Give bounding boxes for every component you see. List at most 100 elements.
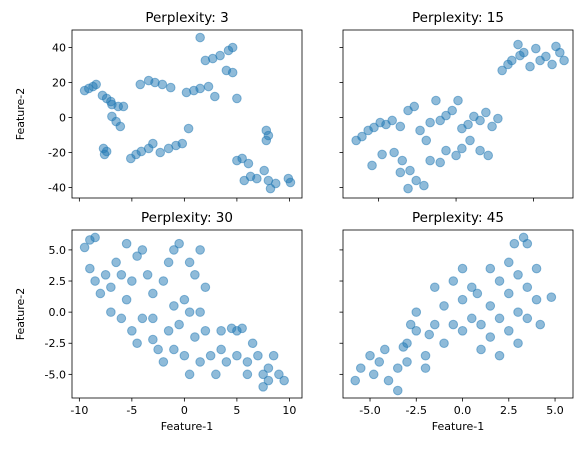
point xyxy=(169,344,179,355)
point xyxy=(184,257,195,268)
point xyxy=(494,276,505,286)
point xyxy=(439,338,449,349)
point xyxy=(531,263,542,274)
point xyxy=(395,167,406,178)
point xyxy=(472,288,483,299)
point xyxy=(174,238,184,249)
y-tick-label: -2.5 xyxy=(45,337,66,350)
point xyxy=(411,326,422,336)
point xyxy=(425,155,435,166)
point xyxy=(179,350,190,361)
point xyxy=(211,369,221,380)
point xyxy=(547,59,557,70)
point xyxy=(258,382,268,392)
point xyxy=(419,180,429,191)
point xyxy=(421,135,432,146)
point xyxy=(118,101,129,112)
point xyxy=(513,307,523,317)
point xyxy=(183,123,194,134)
point xyxy=(155,147,166,158)
y-tick-label: 5.0 xyxy=(49,244,67,257)
panel-title: Perplexity: 30 xyxy=(141,210,233,226)
point xyxy=(111,257,121,268)
point xyxy=(485,263,496,274)
point xyxy=(195,83,205,94)
point xyxy=(184,307,195,317)
point xyxy=(190,270,200,280)
x-tick-label: 0 xyxy=(181,404,188,417)
point xyxy=(402,357,412,367)
point xyxy=(541,51,551,62)
y-axis-label: Feature-2 xyxy=(14,88,27,141)
point xyxy=(466,282,477,293)
y-tick-label: -5.0 xyxy=(45,368,66,381)
point xyxy=(465,135,475,146)
point xyxy=(158,276,169,286)
point xyxy=(415,125,425,136)
x-tick-label: -5 xyxy=(126,404,137,417)
point xyxy=(157,79,168,90)
point xyxy=(79,242,90,253)
point xyxy=(148,334,158,345)
point xyxy=(369,122,379,133)
point xyxy=(116,270,127,280)
point xyxy=(137,313,148,324)
point xyxy=(253,350,263,361)
point xyxy=(513,39,523,50)
point xyxy=(232,93,242,104)
point xyxy=(106,307,116,317)
point xyxy=(190,332,200,342)
point xyxy=(392,385,403,396)
point xyxy=(405,319,416,330)
point xyxy=(494,350,505,361)
point xyxy=(513,338,523,349)
axes-frame xyxy=(342,29,574,199)
point xyxy=(503,257,514,268)
point xyxy=(405,165,415,176)
point xyxy=(457,326,468,336)
point xyxy=(355,363,366,373)
point xyxy=(374,357,385,367)
point xyxy=(513,270,523,280)
point xyxy=(99,149,110,160)
point xyxy=(435,157,445,168)
point xyxy=(285,177,296,188)
point xyxy=(165,82,176,93)
point xyxy=(200,326,211,336)
point xyxy=(106,282,116,293)
point xyxy=(100,270,111,280)
point xyxy=(259,165,269,176)
point xyxy=(457,294,468,305)
point xyxy=(203,81,214,92)
point xyxy=(522,238,533,249)
point xyxy=(184,369,195,380)
point xyxy=(392,363,403,373)
axes-frame xyxy=(342,229,574,399)
point xyxy=(179,294,190,305)
x-tick-label: 2.5 xyxy=(500,404,518,417)
point xyxy=(127,326,137,336)
point xyxy=(494,313,505,324)
point xyxy=(439,301,449,311)
point xyxy=(357,131,367,142)
point xyxy=(237,323,247,334)
x-tick-label: -2.5 xyxy=(406,404,427,417)
point xyxy=(252,173,262,184)
point xyxy=(509,238,520,249)
point xyxy=(368,369,379,380)
point xyxy=(127,276,137,286)
point xyxy=(555,47,565,58)
axes-frame xyxy=(71,229,303,399)
point xyxy=(519,47,529,58)
x-tick-label: -10 xyxy=(70,404,88,417)
point xyxy=(177,138,188,149)
point xyxy=(148,288,158,299)
point xyxy=(205,350,216,361)
point xyxy=(485,301,496,311)
point xyxy=(148,313,158,324)
point xyxy=(216,326,226,336)
point xyxy=(95,288,106,299)
point xyxy=(263,363,274,373)
point xyxy=(535,319,546,330)
